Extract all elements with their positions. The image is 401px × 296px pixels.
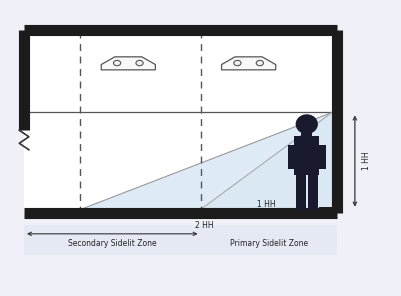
Text: Secondary Sidelit Zone: Secondary Sidelit Zone [68, 239, 157, 248]
Circle shape [136, 60, 143, 66]
Ellipse shape [296, 114, 318, 134]
Circle shape [234, 60, 241, 66]
Bar [316, 145, 326, 169]
Bar [308, 175, 318, 210]
Circle shape [256, 60, 263, 66]
Text: 2 HH: 2 HH [195, 221, 214, 230]
Text: 1 HH: 1 HH [362, 152, 371, 170]
Bar [319, 207, 332, 215]
Polygon shape [101, 57, 156, 70]
Polygon shape [200, 112, 332, 210]
Bar [301, 130, 312, 136]
Bar [24, 225, 337, 255]
Circle shape [113, 60, 121, 66]
Bar [296, 175, 306, 210]
Polygon shape [80, 112, 332, 210]
Bar [288, 145, 297, 169]
Bar [294, 136, 319, 175]
Text: Primary Sidelit Zone: Primary Sidelit Zone [230, 239, 308, 248]
Bar [24, 30, 337, 213]
Polygon shape [221, 57, 276, 70]
Text: 1 HH: 1 HH [257, 200, 275, 209]
